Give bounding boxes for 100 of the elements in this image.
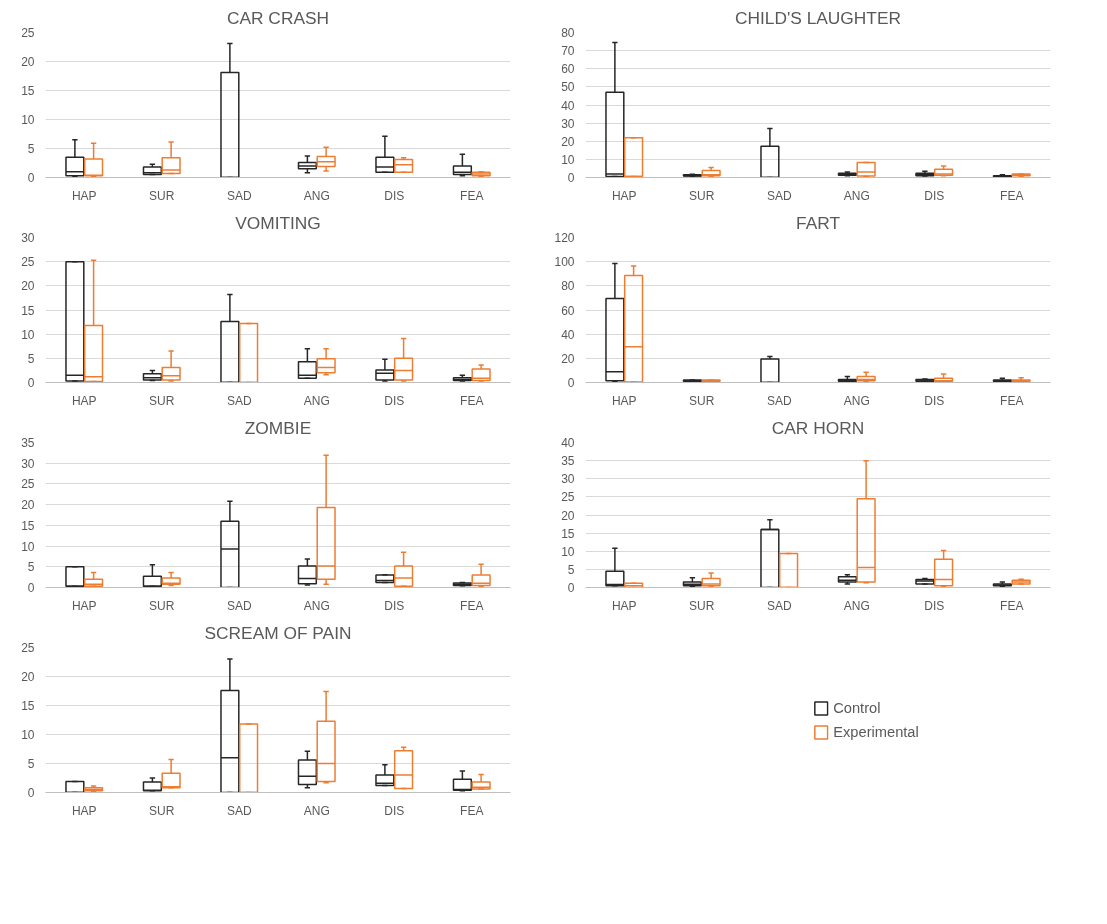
x-tick-label: DIS bbox=[924, 598, 945, 613]
x-tick-label: SUR bbox=[689, 393, 715, 408]
y-tick-label: 70 bbox=[561, 44, 575, 59]
y-tick-label: 5 bbox=[567, 562, 575, 577]
y-tick-label: 10 bbox=[21, 113, 35, 127]
x-tick-label: SAD bbox=[226, 803, 252, 818]
chart-title: ZOMBIE bbox=[244, 417, 312, 438]
chart-title: CHILD'S LAUGHTER bbox=[734, 7, 902, 28]
x-tick-label: DIS bbox=[924, 188, 945, 203]
x-tick-label: ANG bbox=[303, 803, 330, 818]
x-tick-label: FEA bbox=[1000, 393, 1024, 408]
y-tick-label: 20 bbox=[21, 55, 35, 69]
y-tick-label: 50 bbox=[561, 80, 575, 95]
x-tick-label: FEA bbox=[1000, 188, 1024, 203]
x-tick-label: SAD bbox=[226, 393, 252, 408]
y-tick-label: 5 bbox=[27, 351, 35, 366]
y-tick-label: 30 bbox=[21, 456, 35, 471]
legend-label: Experimental bbox=[833, 723, 919, 740]
y-tick-label: 0 bbox=[27, 786, 35, 800]
x-tick-label: ANG bbox=[843, 188, 870, 203]
y-tick-label: 20 bbox=[21, 670, 35, 684]
x-tick-label: SUR bbox=[149, 393, 175, 408]
y-tick-label: 40 bbox=[561, 327, 575, 342]
y-tick-label: 5 bbox=[27, 757, 35, 771]
y-tick-label: 0 bbox=[567, 376, 575, 390]
x-tick-label: HAP bbox=[71, 393, 97, 408]
x-tick-label: SUR bbox=[149, 598, 175, 613]
x-tick-label: FEA bbox=[460, 393, 484, 408]
y-tick-label: 15 bbox=[561, 526, 575, 541]
y-tick-label: 20 bbox=[561, 134, 575, 149]
y-tick-label: 15 bbox=[21, 84, 35, 98]
y-tick-label: 0 bbox=[567, 581, 575, 595]
y-tick-label: 20 bbox=[561, 351, 575, 366]
y-tick-label: 20 bbox=[21, 279, 35, 294]
x-tick-label: SAD bbox=[226, 188, 252, 203]
chart-title: VOMITING bbox=[235, 212, 321, 233]
chart-title: FART bbox=[796, 212, 841, 233]
x-tick-label: FEA bbox=[460, 803, 484, 818]
x-tick-label: HAP bbox=[71, 598, 97, 613]
x-tick-label: SUR bbox=[689, 188, 715, 203]
x-tick-label: DIS bbox=[384, 803, 405, 818]
y-tick-label: 25 bbox=[21, 477, 35, 492]
x-tick-label: DIS bbox=[384, 598, 405, 613]
x-tick-label: SAD bbox=[766, 188, 792, 203]
y-tick-label: 0 bbox=[27, 581, 35, 595]
x-tick-label: SUR bbox=[689, 598, 715, 613]
x-tick-label: DIS bbox=[384, 188, 405, 203]
y-tick-label: 20 bbox=[21, 498, 35, 513]
y-tick-label: 0 bbox=[567, 171, 575, 185]
chart-title: CAR CRASH bbox=[226, 7, 330, 28]
y-tick-label: 10 bbox=[21, 539, 35, 554]
y-tick-label: 40 bbox=[561, 98, 575, 113]
y-tick-label: 25 bbox=[21, 641, 35, 655]
x-tick-label: SUR bbox=[149, 188, 175, 203]
y-tick-label: 0 bbox=[27, 171, 35, 185]
x-tick-label: DIS bbox=[924, 393, 945, 408]
y-tick-label: 80 bbox=[561, 279, 575, 294]
y-tick-label: 35 bbox=[21, 436, 35, 450]
y-tick-label: 120 bbox=[554, 231, 575, 245]
x-tick-label: HAP bbox=[71, 803, 97, 818]
x-tick-label: FEA bbox=[460, 598, 484, 613]
x-tick-label: HAP bbox=[71, 188, 97, 203]
y-tick-label: 15 bbox=[21, 303, 35, 318]
y-tick-label: 15 bbox=[21, 699, 35, 713]
y-tick-label: 30 bbox=[561, 116, 575, 131]
x-tick-label: ANG bbox=[843, 598, 870, 613]
y-tick-label: 25 bbox=[21, 255, 35, 270]
x-tick-label: SUR bbox=[149, 803, 175, 818]
y-tick-label: 35 bbox=[561, 454, 575, 469]
y-tick-label: 100 bbox=[554, 255, 575, 270]
y-tick-label: 10 bbox=[21, 728, 35, 742]
y-tick-label: 5 bbox=[27, 560, 35, 575]
x-tick-label: DIS bbox=[384, 393, 405, 408]
y-tick-label: 10 bbox=[21, 327, 35, 342]
x-tick-label: FEA bbox=[1000, 598, 1024, 613]
x-tick-label: HAP bbox=[611, 188, 637, 203]
x-tick-label: HAP bbox=[611, 598, 637, 613]
x-tick-label: FEA bbox=[460, 188, 484, 203]
y-tick-label: 30 bbox=[561, 472, 575, 487]
y-tick-label: 20 bbox=[561, 508, 575, 523]
y-tick-label: 60 bbox=[561, 303, 575, 318]
y-tick-label: 15 bbox=[21, 518, 35, 533]
chart-title: CAR HORN bbox=[771, 417, 865, 438]
x-tick-label: SAD bbox=[766, 393, 792, 408]
y-tick-label: 0 bbox=[27, 376, 35, 390]
y-tick-label: 25 bbox=[561, 490, 575, 505]
y-tick-label: 80 bbox=[561, 26, 575, 40]
legend-label: Control bbox=[833, 699, 881, 716]
x-tick-label: HAP bbox=[611, 393, 637, 408]
chart-title: SCREAM OF PAIN bbox=[204, 622, 352, 643]
y-tick-label: 60 bbox=[561, 62, 575, 77]
y-tick-label: 40 bbox=[561, 436, 575, 450]
y-tick-label: 10 bbox=[561, 152, 575, 167]
x-tick-label: SAD bbox=[766, 598, 792, 613]
x-tick-label: SAD bbox=[226, 598, 252, 613]
y-tick-label: 5 bbox=[27, 142, 35, 156]
y-tick-label: 10 bbox=[561, 544, 575, 559]
x-tick-label: ANG bbox=[303, 598, 330, 613]
x-tick-label: ANG bbox=[303, 188, 330, 203]
x-tick-label: ANG bbox=[303, 393, 330, 408]
